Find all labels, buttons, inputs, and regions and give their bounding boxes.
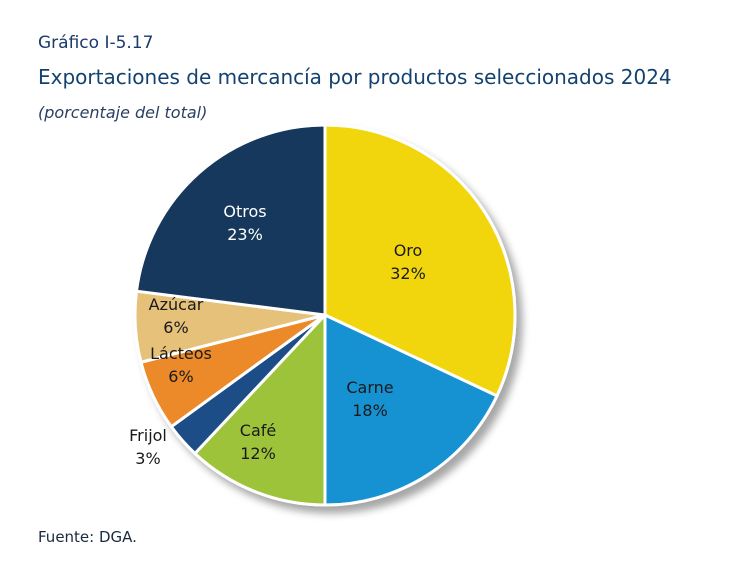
pie-slice-oro — [323, 123, 517, 398]
slice-label-frijol: Frijol — [129, 426, 167, 445]
chart-title: Exportaciones de mercancía por productos… — [38, 65, 672, 89]
slice-value-frijol: 3% — [135, 449, 160, 468]
slice-label-lácteos: Lácteos — [150, 344, 212, 363]
slice-label-oro: Oro — [394, 241, 423, 260]
slice-label-café: Café — [240, 421, 276, 440]
figure-number: Gráfico I-5.17 — [38, 33, 154, 53]
slice-label-carne: Carne — [346, 378, 393, 397]
pie-slice-otros — [134, 123, 327, 317]
slice-value-café: 12% — [240, 444, 276, 463]
slice-value-oro: 32% — [390, 264, 426, 283]
slice-value-carne: 18% — [352, 401, 388, 420]
slice-value-azúcar: 6% — [163, 318, 188, 337]
slice-label-otros: Otros — [223, 202, 266, 221]
slice-value-lácteos: 6% — [168, 367, 193, 386]
pie-slice-carne — [323, 313, 499, 507]
pie-slice-café — [193, 313, 327, 507]
chart-subtitle: (porcentaje del total) — [38, 103, 208, 122]
slice-label-azúcar: Azúcar — [149, 295, 204, 314]
source-note: Fuente: DGA. — [38, 528, 137, 546]
slice-value-otros: 23% — [227, 225, 263, 244]
